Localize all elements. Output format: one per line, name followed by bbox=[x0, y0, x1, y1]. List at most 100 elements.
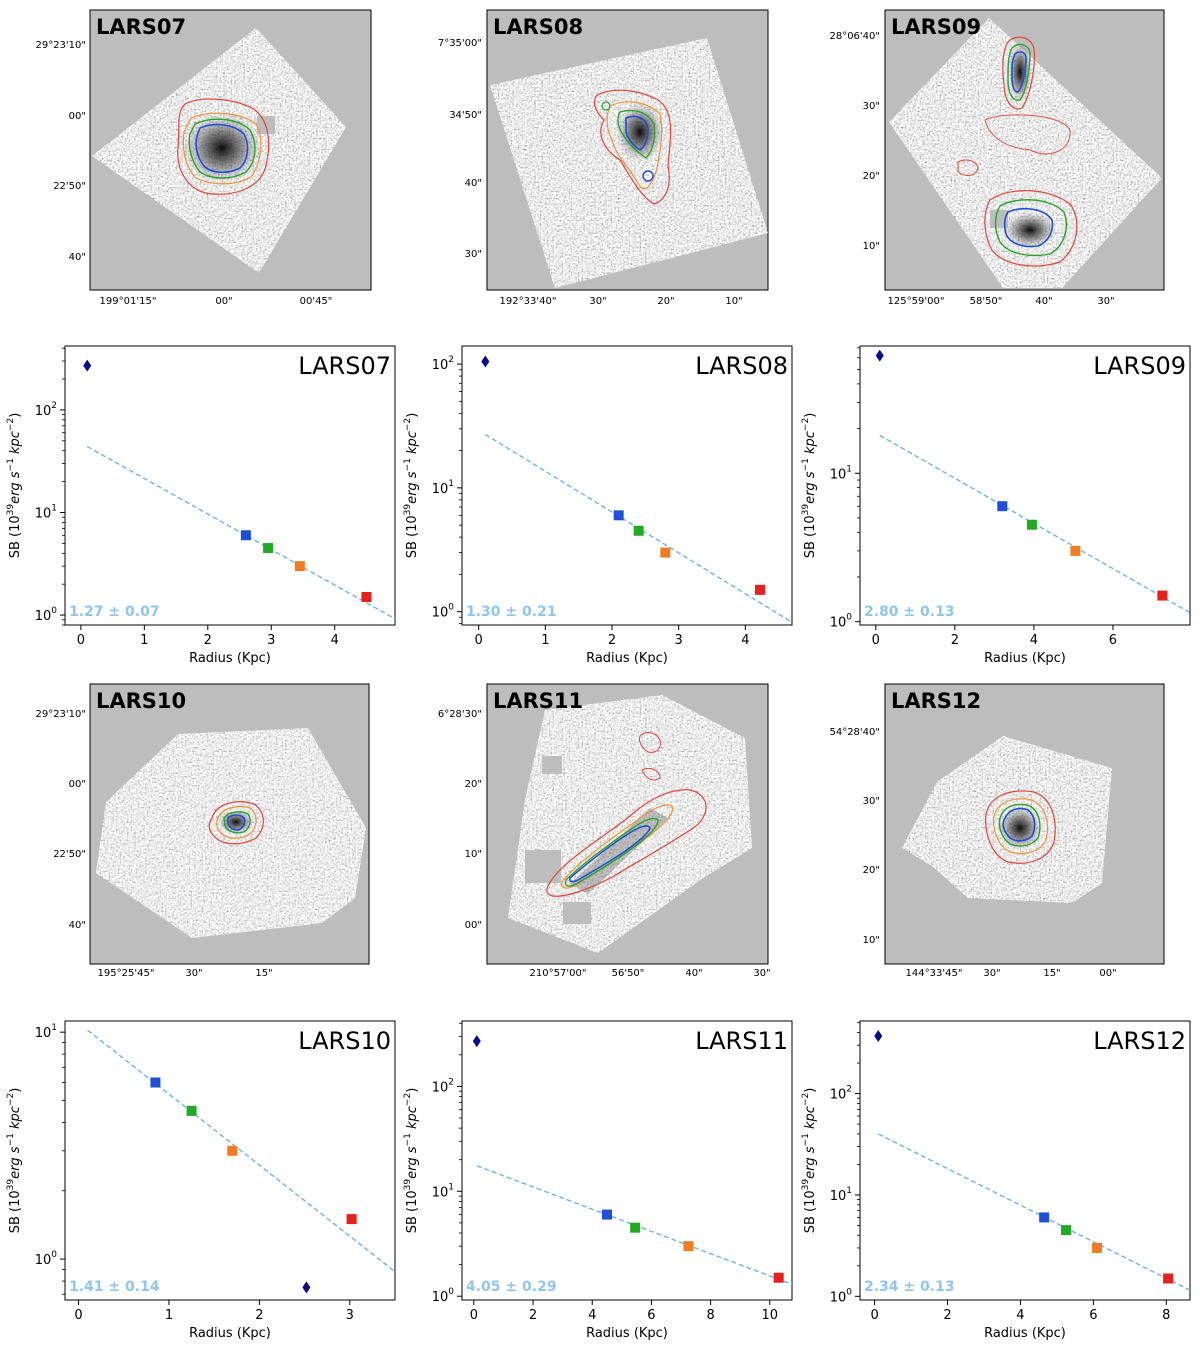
central-point-diamond bbox=[83, 359, 92, 372]
data-point-red bbox=[773, 1272, 784, 1283]
x-tick-label: 4 bbox=[588, 1308, 596, 1323]
y-tick-label: 102 bbox=[432, 355, 454, 373]
x-tick-label: 8 bbox=[706, 1308, 714, 1323]
image-title: LARS11 bbox=[493, 689, 583, 713]
ra-tick-label: 40" bbox=[1035, 296, 1052, 307]
y-axis-label: SB (1039erg s−1 kpc−2) bbox=[801, 413, 818, 559]
ra-tick-label: 58'50" bbox=[970, 296, 1003, 307]
data-point-red bbox=[1157, 590, 1168, 601]
dec-tick-label: 00" bbox=[69, 779, 86, 790]
x-tick-label: 8 bbox=[1162, 1308, 1170, 1323]
image-title: LARS07 bbox=[96, 15, 186, 39]
fit-value-label: 1.41 ± 0.14 bbox=[69, 1279, 160, 1295]
dec-tick-label: 10" bbox=[863, 935, 880, 946]
y-tick-label: 100 bbox=[35, 1250, 58, 1268]
y-tick-label: 101 bbox=[35, 1023, 57, 1041]
plot-frame bbox=[859, 1020, 1191, 1301]
dec-tick-label: 22'50" bbox=[53, 849, 86, 860]
dec-tick-label: 40" bbox=[69, 252, 86, 263]
x-tick-label: 1 bbox=[140, 633, 148, 648]
y-tick-label: 101 bbox=[432, 479, 454, 497]
x-tick-label: 2 bbox=[204, 633, 212, 648]
x-tick-label: 0 bbox=[870, 1308, 878, 1323]
image-title: LARS08 bbox=[493, 15, 583, 39]
data-point-orange bbox=[294, 561, 305, 572]
ra-tick-label: 00" bbox=[1099, 968, 1116, 979]
y-axis-label: SB (1039erg s−1 kpc−2) bbox=[403, 413, 420, 559]
data-point-blue bbox=[150, 1077, 161, 1088]
dec-tick-label: 30" bbox=[465, 249, 482, 260]
sb-plot-lars12: 0 2 4 6 8 100 101 102 Radius (Kpc) SB (1039erg s−… bbox=[801, 1020, 1191, 1341]
dec-tick-label: 20" bbox=[863, 171, 880, 182]
dec-tick-label: 6°28'30" bbox=[438, 709, 482, 720]
ra-tick-label: 199°01'15" bbox=[100, 296, 157, 307]
central-point-diamond bbox=[874, 1029, 883, 1042]
image-title: LARS12 bbox=[891, 689, 981, 713]
sb-profile-plots: 0 1 2 3 4 100 101 102 Radius (Kpc) SB (1039erg s−… bbox=[6, 345, 1191, 1341]
plot-frame bbox=[859, 345, 1191, 626]
plot-title: LARS07 bbox=[298, 352, 391, 380]
sb-plot-lars08: 0 1 2 3 4 100 101 102 Radius (Kpc) SB (1039erg s−… bbox=[403, 345, 793, 666]
plot-frame bbox=[64, 345, 396, 626]
dec-tick-label: 10" bbox=[465, 849, 482, 860]
central-point-diamond bbox=[302, 1281, 311, 1294]
x-tick-label: 4 bbox=[1016, 1308, 1024, 1323]
dec-tick-label: 22'50" bbox=[53, 181, 86, 192]
ra-tick-label: 30" bbox=[753, 968, 770, 979]
ra-tick-label: 195°25'45" bbox=[98, 968, 155, 979]
sb-plot-lars10: 0 1 2 3 100 101 Radius (Kpc) SB (1039erg s−1 kp… bbox=[6, 1020, 396, 1341]
dec-tick-label: 10" bbox=[863, 241, 880, 252]
fit-line bbox=[877, 1133, 1191, 1291]
x-tick-label: 2 bbox=[608, 633, 616, 648]
ra-tick-label: 144°33'45" bbox=[906, 968, 963, 979]
x-tick-label: 0 bbox=[872, 633, 880, 648]
y-tick-label: 102 bbox=[432, 1077, 454, 1095]
ra-tick-label: 00'45" bbox=[300, 296, 333, 307]
y-tick-label: 100 bbox=[35, 606, 58, 624]
dec-tick-label: 40" bbox=[465, 178, 482, 189]
y-tick-label: 100 bbox=[830, 613, 853, 631]
x-tick-label: 4 bbox=[1030, 633, 1038, 648]
x-tick-label: 0 bbox=[470, 1308, 478, 1323]
image-panel-lars08: LARS08 7°35'00" 34'50" 40" 30" 192°33'40… bbox=[438, 9, 769, 307]
x-axis-label: Radius (Kpc) bbox=[586, 651, 668, 666]
plot-frame bbox=[64, 1020, 396, 1301]
x-tick-label: 6 bbox=[647, 1308, 655, 1323]
y-axis-label: SB (1039erg s−1 kpc−2) bbox=[6, 1088, 23, 1234]
ra-tick-label: 00" bbox=[215, 296, 232, 307]
data-point-blue bbox=[240, 530, 251, 541]
sb-plot-lars11: 0 2 4 6 8 10 100 101 102 Radius (Kpc) SB (1039erg … bbox=[403, 1020, 793, 1341]
ra-tick-label: 30" bbox=[1097, 296, 1114, 307]
x-tick-label: 3 bbox=[675, 633, 683, 648]
sb-plot-lars07: 0 1 2 3 4 100 101 102 Radius (Kpc) SB (1039erg s−… bbox=[6, 345, 396, 666]
plot-title: LARS09 bbox=[1093, 352, 1186, 380]
y-tick-label: 101 bbox=[830, 1186, 852, 1204]
data-point-orange bbox=[227, 1145, 238, 1156]
x-tick-label: 4 bbox=[331, 633, 339, 648]
x-tick-label: 2 bbox=[255, 1308, 263, 1323]
fit-line bbox=[87, 1029, 396, 1273]
y-axis-label: SB (1039erg s−1 kpc−2) bbox=[801, 1088, 818, 1234]
data-point-green bbox=[1026, 519, 1037, 530]
x-tick-label: 6 bbox=[1089, 1308, 1097, 1323]
ra-tick-label: 40" bbox=[685, 968, 702, 979]
x-tick-label: 4 bbox=[741, 633, 749, 648]
y-tick-label: 101 bbox=[35, 503, 57, 521]
data-point-green bbox=[633, 525, 644, 536]
dec-tick-label: 7°35'00" bbox=[438, 38, 482, 49]
x-tick-label: 2 bbox=[951, 633, 959, 648]
y-tick-label: 100 bbox=[830, 1287, 853, 1305]
x-axis-label: Radius (Kpc) bbox=[984, 651, 1066, 666]
fit-value-label: 1.27 ± 0.07 bbox=[69, 604, 160, 620]
ra-tick-label: 30" bbox=[185, 968, 202, 979]
data-point-blue bbox=[1039, 1212, 1050, 1223]
x-axis-label: Radius (Kpc) bbox=[586, 1326, 668, 1341]
image-panel-lars09: LARS09 28°06'40" 30" 20" 10" 125°59'00" … bbox=[829, 9, 1165, 307]
y-tick-label: 102 bbox=[830, 1085, 852, 1103]
fit-value-label: 4.05 ± 0.29 bbox=[466, 1279, 557, 1295]
image-panel-lars10: LARS10 29°23'10" 00" 22'50" 40" 195°25'4… bbox=[35, 683, 370, 979]
y-tick-label: 101 bbox=[432, 1182, 454, 1200]
dec-tick-label: 20" bbox=[465, 779, 482, 790]
plot-title: LARS10 bbox=[298, 1027, 391, 1055]
